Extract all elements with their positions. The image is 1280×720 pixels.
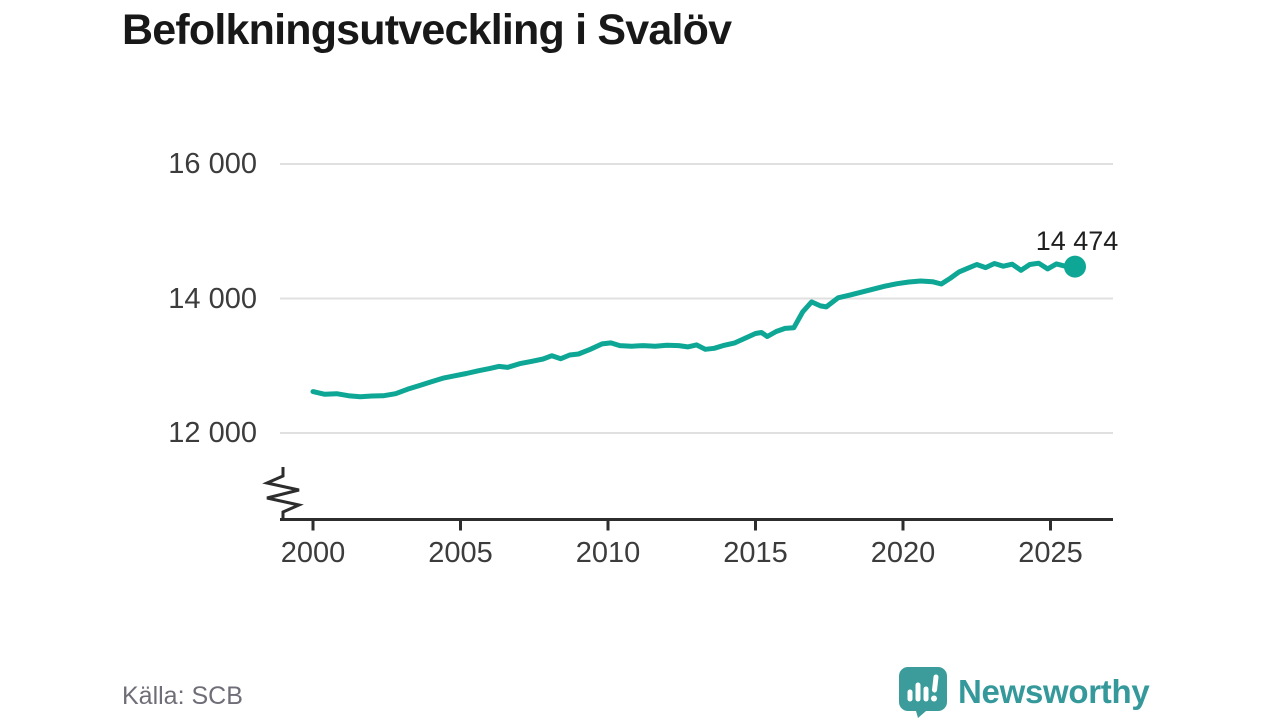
brand-lockup: Newsworthy xyxy=(898,666,1150,718)
x-tick-label: 2020 xyxy=(870,537,936,569)
source-label: Källa: SCB xyxy=(122,682,243,710)
y-tick-label: 12 000 xyxy=(168,417,257,449)
x-tick-label: 2010 xyxy=(575,537,641,569)
end-value-label: 14 474 xyxy=(1035,225,1119,256)
x-tick-label: 2025 xyxy=(1018,537,1083,569)
x-tick-label: 2000 xyxy=(280,537,346,569)
chart-title: Befolkningsutveckling i Svalöv xyxy=(122,6,732,54)
y-tick-label: 14 000 xyxy=(168,282,257,315)
brand-name: Newsworthy xyxy=(958,673,1150,710)
x-tick-label: 2015 xyxy=(723,537,788,569)
newsworthy-logo-icon xyxy=(899,667,947,718)
population-line xyxy=(310,260,1078,400)
x-tick-label: 2005 xyxy=(428,537,493,569)
axis-break-icon xyxy=(262,467,304,518)
end-point-marker xyxy=(1063,255,1086,278)
y-tick-label: 16 000 xyxy=(168,148,257,180)
